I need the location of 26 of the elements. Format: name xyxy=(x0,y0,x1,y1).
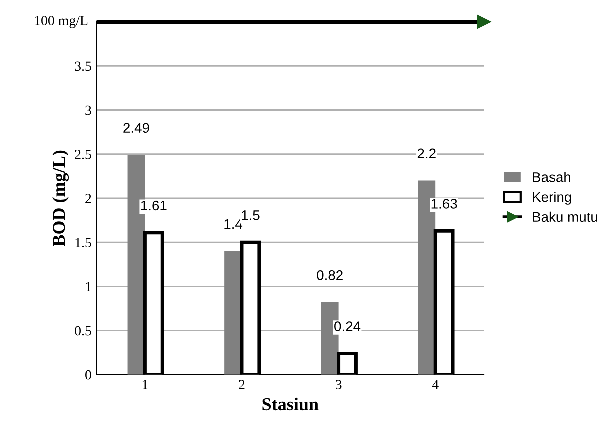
legend-label: Kering xyxy=(533,192,572,205)
data-label: 2.49 xyxy=(124,123,150,134)
y-tick-label: 3.5 xyxy=(75,62,92,72)
y-tick-label: 3 xyxy=(86,106,92,116)
legend-label: Basah xyxy=(533,172,570,182)
x-tick-label: 1 xyxy=(142,380,148,390)
x-tick-label: 4 xyxy=(432,380,439,390)
y-tick-label: 1 xyxy=(86,282,92,292)
y-tick-label: 0 xyxy=(86,370,92,380)
legend-label: Baku mutu xyxy=(533,212,598,222)
y-axis-title: BOD (mg/L) xyxy=(52,150,70,247)
data-label: 1.61 xyxy=(141,200,167,211)
x-axis-title: Stasiun xyxy=(262,398,319,411)
y-tick-label: 2.5 xyxy=(75,150,92,160)
x-tick-label: 3 xyxy=(336,380,342,390)
text: 100 mg/L xyxy=(35,16,88,28)
data-label: 1.63 xyxy=(432,199,458,209)
y-tick-label: 2 xyxy=(86,194,92,204)
y-tick-label: 1.5 xyxy=(76,238,92,248)
x-tick-label: 2 xyxy=(239,380,245,390)
data-label: 0.82 xyxy=(317,270,343,280)
data-label: 0.24 xyxy=(334,322,361,332)
data-label: 2.2 xyxy=(418,148,436,158)
y-tick-label: 0.5 xyxy=(75,326,92,336)
data-label: 1.4 xyxy=(224,219,243,230)
data-label: 1.5 xyxy=(242,210,260,220)
